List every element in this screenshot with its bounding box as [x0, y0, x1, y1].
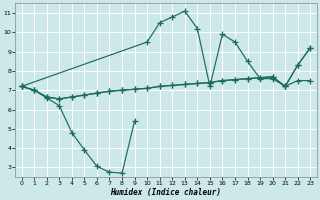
X-axis label: Humidex (Indice chaleur): Humidex (Indice chaleur)	[110, 188, 221, 197]
